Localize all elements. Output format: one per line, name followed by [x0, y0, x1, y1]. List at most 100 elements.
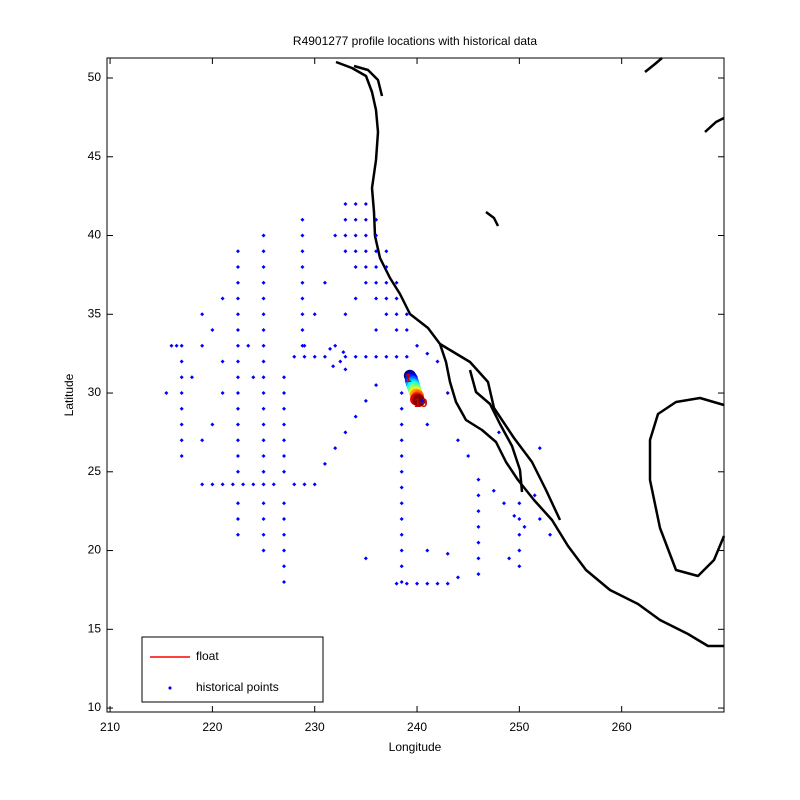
historical-point: [343, 249, 348, 254]
historical-point: [404, 312, 409, 317]
historical-point: [312, 482, 317, 487]
x-tick-label: 220: [202, 720, 222, 734]
historical-point: [235, 312, 240, 317]
historical-point: [353, 296, 358, 301]
historical-point: [363, 398, 368, 403]
historical-point: [179, 343, 184, 348]
historical-point: [399, 469, 404, 474]
x-tick-label: 260: [612, 720, 632, 734]
historical-point: [261, 359, 266, 364]
historical-point: [374, 265, 379, 270]
historical-point: [261, 406, 266, 411]
historical-point: [220, 391, 225, 396]
historical-point: [230, 482, 235, 487]
historical-point: [282, 501, 287, 506]
historical-point: [374, 249, 379, 254]
axes-box: [106, 57, 725, 713]
historical-point: [374, 296, 379, 301]
historical-point: [261, 438, 266, 443]
legend-box: [141, 636, 324, 703]
coast-island: [485, 211, 500, 227]
historical-point: [384, 265, 389, 270]
historical-point: [235, 328, 240, 333]
historical-point: [425, 548, 430, 553]
y-tick-label: 15: [88, 621, 102, 635]
historical-point: [384, 249, 389, 254]
historical-point: [399, 391, 404, 396]
historical-point: [353, 354, 358, 359]
historical-point: [322, 354, 327, 359]
historical-point: [343, 233, 348, 238]
historical-point: [394, 354, 399, 359]
historical-point: [425, 351, 430, 356]
coast-mainland: [335, 60, 724, 648]
historical-point: [353, 233, 358, 238]
historical-point: [200, 312, 205, 317]
historical-point: [353, 265, 358, 270]
historical-point: [220, 482, 225, 487]
historical-point: [496, 430, 501, 435]
historical-point: [384, 354, 389, 359]
coast-baja: [468, 369, 524, 493]
historical-point: [235, 517, 240, 522]
historical-point: [394, 581, 399, 586]
historical-point: [517, 532, 522, 537]
historical-point: [220, 359, 225, 364]
historical-point: [341, 350, 346, 355]
historical-point: [261, 249, 266, 254]
historical-point: [394, 296, 399, 301]
historical-point: [179, 454, 184, 459]
historical-point: [415, 581, 420, 586]
historical-point: [445, 391, 450, 396]
historical-point: [399, 548, 404, 553]
historical-point: [300, 296, 305, 301]
historical-point: [384, 296, 389, 301]
historical-point: [399, 422, 404, 427]
historical-point: [425, 581, 430, 586]
historical-point: [353, 249, 358, 254]
historical-point: [300, 312, 305, 317]
historical-point: [399, 517, 404, 522]
historical-point: [179, 359, 184, 364]
historical-point: [282, 564, 287, 569]
historical-point: [300, 233, 305, 238]
historical-point: [445, 581, 450, 586]
historical-point: [261, 482, 266, 487]
historical-point: [420, 398, 425, 403]
coast-gulf-of-mexico: [648, 396, 726, 578]
x-axis-label: Longitude: [389, 740, 442, 754]
coast-east: [704, 116, 725, 133]
historical-point: [282, 375, 287, 380]
historical-point: [333, 233, 338, 238]
historical-point: [374, 383, 379, 388]
historical-point: [179, 422, 184, 427]
historical-point: [302, 482, 307, 487]
historical-point: [435, 359, 440, 364]
historical-point: [399, 580, 404, 585]
historical-point: [282, 580, 287, 585]
historical-point: [271, 482, 276, 487]
historical-point: [261, 328, 266, 333]
historical-point: [353, 202, 358, 207]
historical-point: [261, 454, 266, 459]
historical-point: [522, 524, 527, 529]
historical-point: [363, 217, 368, 222]
historical-point: [532, 493, 537, 498]
historical-point: [333, 343, 338, 348]
y-tick-label: 30: [88, 385, 102, 399]
legend-label: float: [196, 649, 219, 663]
historical-point: [343, 430, 348, 435]
historical-point: [282, 548, 287, 553]
historical-point: [476, 477, 481, 482]
historical-point: [292, 354, 297, 359]
historical-point: [235, 454, 240, 459]
historical-point: [235, 501, 240, 506]
historical-point: [476, 572, 481, 577]
historical-point: [343, 217, 348, 222]
historical-point: [300, 328, 305, 333]
historical-point: [300, 217, 305, 222]
historical-point: [502, 501, 507, 506]
historical-point: [476, 493, 481, 498]
historical-point: [179, 391, 184, 396]
historical-point: [476, 556, 481, 561]
